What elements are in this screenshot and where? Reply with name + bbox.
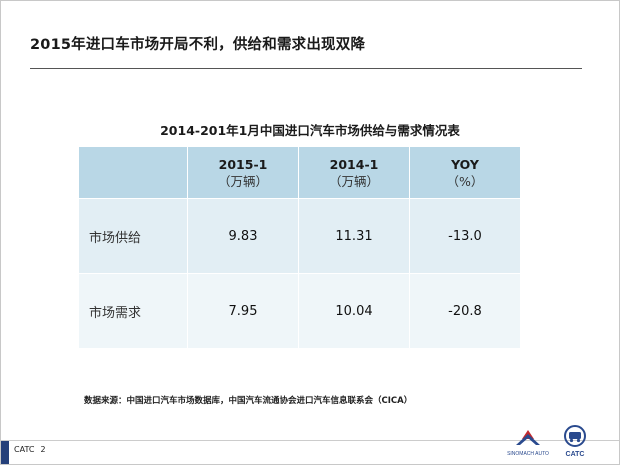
- header-label: YOY: [451, 156, 479, 172]
- source-note: 数据来源：中国进口汽车市场数据库，中国汽车流通协会进口汽车信息联系会（CICA）: [84, 396, 413, 406]
- table-caption: 2014-201年1月中国进口汽车市场供给与需求情况表: [160, 123, 460, 138]
- cell-yoy: -20.8: [409, 273, 521, 349]
- cell-2014: 10.04: [298, 273, 410, 349]
- row-label: 市场需求: [78, 273, 188, 349]
- sinomach-wordmark: SINOMACH AUTO: [507, 451, 549, 457]
- table-row-supply: 市场供给 9.83 11.31 -13.0: [78, 198, 521, 274]
- footer-accent-block: [1, 441, 9, 464]
- cell-2014: 11.31: [298, 198, 410, 274]
- footer-divider: [1, 440, 619, 441]
- header-cell-2015: 2015-1 （万辆）: [187, 146, 299, 199]
- header-cell-empty: [78, 146, 188, 199]
- header-unit: （万辆）: [328, 173, 379, 189]
- header-unit: （万辆）: [217, 173, 268, 189]
- header-cell-2014: 2014-1 （万辆）: [298, 146, 410, 199]
- sinomach-auto-logo: SINOMACH AUTO: [507, 430, 549, 457]
- catc-logo: CATC: [564, 425, 586, 458]
- header-cell-yoy: YOY （%）: [409, 146, 521, 199]
- footer: CATC 2: [14, 445, 46, 454]
- cell-yoy: -13.0: [409, 198, 521, 274]
- slide-title: 2015年进口车市场开局不利，供给和需求出现双降: [30, 37, 366, 53]
- cell-2015: 9.83: [187, 198, 299, 274]
- cell-2015: 7.95: [187, 273, 299, 349]
- header-label: 2015-1: [218, 156, 268, 172]
- supply-demand-table: 2015-1 （万辆） 2014-1 （万辆） YOY （%） 市场供给 9.8…: [78, 146, 521, 349]
- table-row-demand: 市场需求 7.95 10.04 -20.8: [78, 273, 521, 349]
- table-header-row: 2015-1 （万辆） 2014-1 （万辆） YOY （%）: [78, 146, 521, 199]
- footer-org: CATC: [14, 445, 35, 454]
- page-number: 2: [40, 445, 46, 454]
- title-divider: [30, 68, 582, 69]
- header-unit: （%）: [446, 173, 484, 189]
- header-label: 2014-1: [329, 156, 379, 172]
- catc-wordmark: CATC: [566, 451, 585, 458]
- row-label: 市场供给: [78, 198, 188, 274]
